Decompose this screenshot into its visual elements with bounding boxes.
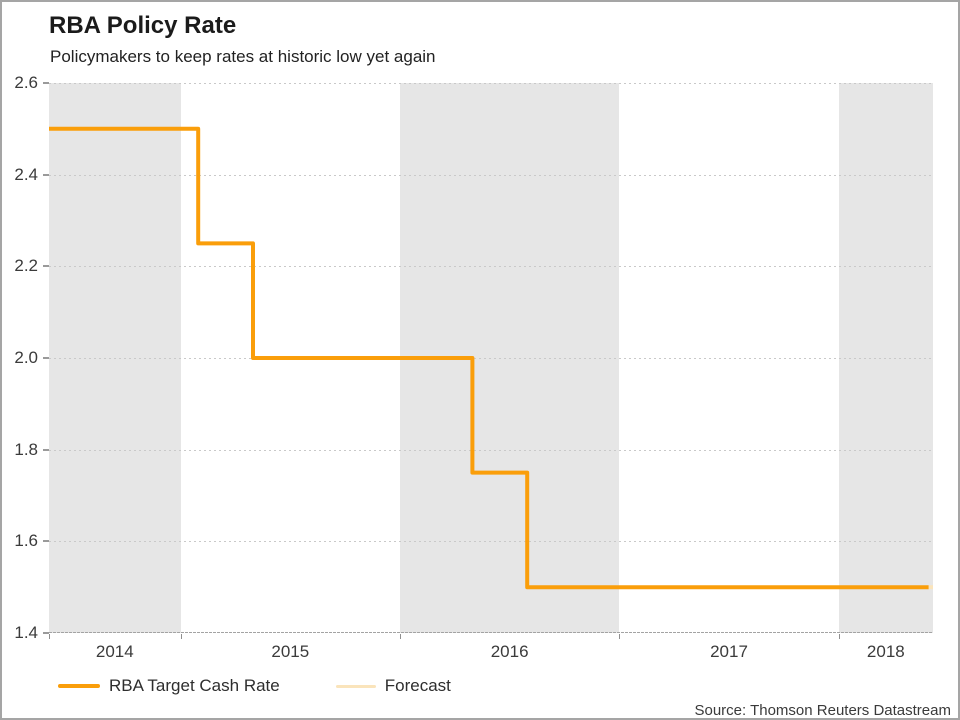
- y-tick: [43, 265, 49, 268]
- y-tick-label: 1.6: [14, 531, 38, 551]
- x-tick: [400, 634, 401, 639]
- legend-label-forecast: Forecast: [384, 676, 451, 695]
- x-tick-label: 2016: [490, 642, 529, 661]
- legend-label-cash-rate: RBA Target Cash Rate: [109, 676, 280, 695]
- x-tick-label: 2017: [710, 642, 748, 661]
- y-tick: [43, 82, 49, 84]
- y-axis: 2.6 2.4 2.2 2.0 1.8 1.6 1.4: [2, 73, 49, 642]
- x-tick: [839, 634, 840, 639]
- y-tick: [43, 357, 49, 359]
- forecast-line-swatch: [335, 684, 376, 688]
- plot-area: [49, 83, 933, 633]
- x-tick-label: 2014: [95, 642, 134, 661]
- x-axis-line: [49, 632, 933, 633]
- gridline: [49, 358, 933, 359]
- gridline: [49, 541, 933, 543]
- y-tick: [43, 173, 49, 176]
- gridline: [49, 449, 933, 451]
- y-tick-label: 2.0: [14, 348, 38, 367]
- gridline: [49, 174, 933, 176]
- chart-title: RBA Policy Rate: [49, 12, 237, 39]
- gridline: [49, 83, 933, 84]
- y-tick-label: 2.4: [14, 164, 38, 184]
- chart-subtitle: Policymakers to keep rates at historic l…: [50, 47, 436, 66]
- y-tick: [43, 448, 49, 451]
- x-tick: [49, 634, 50, 639]
- x-tick: [181, 634, 182, 639]
- y-tick-label: 2.2: [14, 256, 38, 276]
- legend-item-cash-rate: RBA Target Cash Rate: [58, 676, 280, 696]
- y-tick-label: 2.6: [14, 73, 38, 92]
- x-tick: [619, 634, 620, 639]
- x-tick-label: 2018: [866, 642, 905, 661]
- y-tick: [43, 540, 49, 543]
- x-axis: 2014 2015 2016 2017 2018: [49, 634, 933, 674]
- cash-rate-line-swatch: [58, 684, 100, 688]
- y-tick: [43, 632, 49, 634]
- legend-item-forecast: Forecast: [335, 676, 451, 696]
- y-tick-label: 1.4: [14, 623, 38, 642]
- gridline: [49, 266, 933, 268]
- series-plot: [49, 126, 933, 590]
- y-tick-label: 1.8: [14, 439, 38, 459]
- source-credit: Source: Thomson Reuters Datastream: [694, 702, 951, 719]
- x-tick-label: 2015: [271, 642, 310, 661]
- series-line-rba-target-cash-rate: [49, 126, 929, 590]
- legend: RBA Target Cash Rate Forecast: [58, 673, 451, 699]
